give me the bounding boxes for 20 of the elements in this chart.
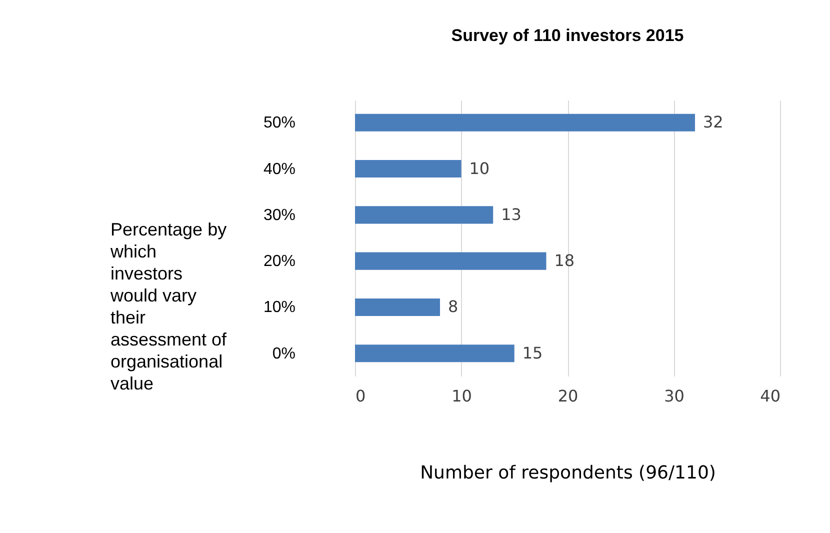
y-tick-label: 50% — [263, 114, 296, 132]
x-tick-label: 20 — [558, 386, 578, 406]
y-tick-label: 20% — [263, 253, 296, 270]
x-axis-title: Number of respondents (96/110) — [420, 462, 716, 484]
data-label: 13 — [501, 204, 522, 224]
chart-title: Survey of 110 investors 2015 — [451, 26, 684, 45]
data-label: 8 — [448, 297, 458, 316]
y-tick-label: 30% — [263, 206, 296, 224]
x-tick-label: 40 — [760, 386, 780, 406]
x-tick-label: 0 — [356, 386, 366, 406]
data-label: 32 — [703, 112, 724, 132]
y-tick-label: 0% — [272, 345, 296, 362]
data-label: 10 — [469, 158, 490, 178]
data-label: 15 — [522, 343, 543, 362]
x-tick-label: 10 — [452, 386, 472, 406]
y-tick-label: 40% — [263, 160, 296, 178]
data-label: 18 — [554, 251, 575, 270]
x-tick-label: 30 — [664, 386, 684, 406]
y-tick-label: 10% — [263, 299, 296, 316]
y-axis-title: Percentage by which investors would vary their assessment of organisational value — [110, 220, 228, 394]
